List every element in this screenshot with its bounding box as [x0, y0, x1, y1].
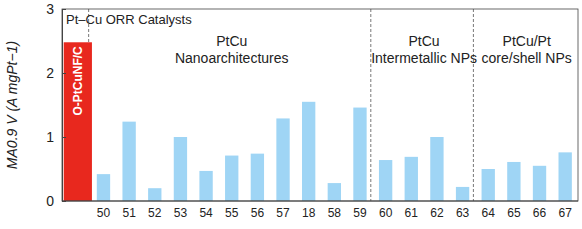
x-tick: 65 [507, 201, 521, 220]
bar [507, 162, 520, 201]
annotations: Pt–Cu ORR CatalystsO-PtCuNF/CPtCuNanoarc… [66, 12, 572, 116]
group-separator [473, 9, 474, 201]
x-tick: 63 [456, 201, 470, 220]
bar [430, 137, 443, 201]
x-tick-label: 67 [558, 206, 572, 220]
x-tick: 58 [328, 201, 342, 220]
x-tick-label: 58 [328, 206, 342, 220]
x-tick: 51 [122, 201, 136, 220]
y-tick-mark [62, 73, 66, 74]
x-tick-label: 55 [225, 206, 239, 220]
group-label: Nanoarchitectures [175, 50, 289, 66]
y-tick: 2 [46, 65, 66, 81]
plot-frame [62, 9, 578, 201]
x-tick: 55 [225, 201, 239, 220]
x-tick: 62 [430, 201, 444, 220]
bar [251, 154, 264, 201]
y-tick: 3 [46, 1, 66, 17]
bar [456, 187, 469, 201]
bar [533, 166, 546, 201]
x-tick: 59 [353, 201, 367, 220]
group-separator [370, 9, 371, 201]
bar [405, 157, 418, 201]
x-tick: 60 [379, 201, 393, 220]
x-tick-label: 57 [276, 206, 290, 220]
bar [353, 108, 366, 201]
x-tick-label: 62 [430, 206, 444, 220]
y-axis-line [62, 10, 63, 202]
x-tick: 18 [302, 201, 316, 220]
x-axis: 50 51 52 53 54 55 56 57 18 58 59 60 61 62 63 64 65 66 67 [62, 201, 578, 220]
y-tick-label: 3 [46, 1, 54, 17]
bar-label: O-PtCuNF/C [71, 46, 85, 116]
x-tick-label: 63 [456, 206, 470, 220]
heading: Pt–Cu ORR Catalysts [66, 12, 192, 27]
x-tick: 53 [174, 201, 188, 220]
y-tick-label: 1 [46, 129, 54, 145]
bar [276, 118, 289, 201]
x-tick: 66 [533, 201, 547, 220]
group-label: PtCu/Pt [503, 33, 551, 49]
bar [199, 171, 212, 201]
x-tick: 61 [405, 201, 419, 220]
x-tick-label: 53 [174, 206, 188, 220]
group-label: PtCu [409, 33, 440, 49]
x-tick: 50 [97, 201, 111, 220]
x-tick: 64 [482, 201, 496, 220]
group-label: PtCu [216, 33, 247, 49]
x-tick-label: 64 [482, 206, 496, 220]
chart: 0 1 2 3 50 51 52 53 54 55 56 57 18 58 59 60 61 62 63 64 65 66… [0, 0, 582, 229]
separators [89, 9, 474, 201]
group-label: Intermetallic NPs [371, 50, 477, 66]
x-axis-line [62, 201, 578, 202]
x-tick-label: 61 [405, 206, 419, 220]
y-tick-mark [62, 137, 66, 138]
group-label: core/shell NPs [482, 50, 572, 66]
bar [174, 137, 187, 201]
x-tick-label: 54 [199, 206, 213, 220]
bar [302, 102, 315, 201]
x-tick: 52 [148, 201, 162, 220]
x-tick-label: 60 [379, 206, 393, 220]
x-tick-label: 18 [302, 206, 316, 220]
x-tick-label: 52 [148, 206, 162, 220]
x-tick: 67 [558, 201, 572, 220]
x-tick-label: 51 [122, 206, 136, 220]
y-axis: 0 1 2 3 [46, 1, 66, 209]
bar [64, 42, 92, 201]
bar [225, 156, 238, 201]
y-axis-title: MA0.9 V (A mgPt−1) [4, 41, 20, 169]
x-tick-label: 56 [251, 206, 265, 220]
y-tick-label: 2 [46, 65, 54, 81]
x-tick-label: 66 [533, 206, 547, 220]
y-tick: 1 [46, 129, 66, 145]
x-tick-label: 65 [507, 206, 521, 220]
bar [97, 174, 110, 201]
bars [64, 42, 572, 201]
x-tick-label: 50 [97, 206, 111, 220]
x-tick-label: 59 [353, 206, 367, 220]
y-tick-mark [62, 9, 66, 10]
bar [379, 160, 392, 201]
bar [559, 152, 572, 201]
x-tick: 56 [251, 201, 265, 220]
bar [482, 169, 495, 201]
bar [122, 122, 135, 201]
bar [148, 188, 161, 201]
x-tick: 54 [199, 201, 213, 220]
x-tick: 57 [276, 201, 290, 220]
y-tick-label: 0 [46, 193, 54, 209]
bar [328, 183, 341, 201]
